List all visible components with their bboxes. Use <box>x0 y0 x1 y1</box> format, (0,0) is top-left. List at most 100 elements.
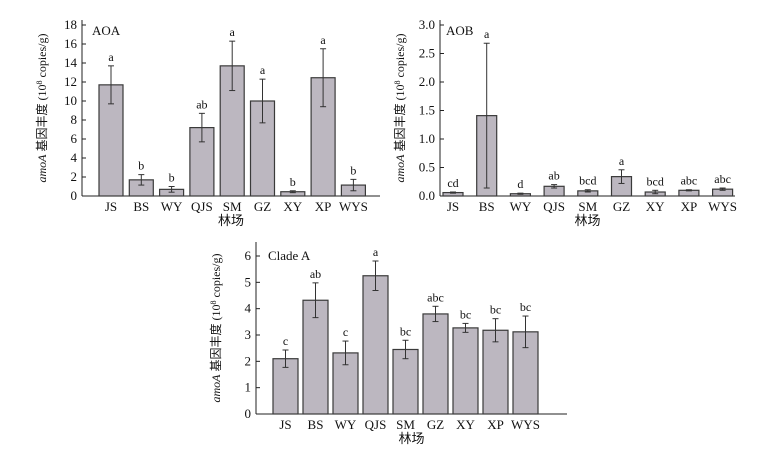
x-tick-label: XP <box>681 199 698 214</box>
y-tick-label: 10 <box>64 93 77 108</box>
x-tick-label: GZ <box>427 417 444 432</box>
chart-panel-clade-a: 0 1 2 3 4 5 6 Clade A c JS ab BS c WY a QJS bc SM abc GZ bc X… <box>208 242 567 446</box>
y-axis-label-part: amoA <box>209 374 223 403</box>
y-tick-label: 1 <box>245 380 252 395</box>
bar-xp <box>482 329 509 415</box>
x-tick-label: BS <box>308 417 324 432</box>
significance-label: a <box>619 154 625 168</box>
y-axis-label-part: amoA <box>35 154 49 183</box>
bar-sm <box>219 65 245 197</box>
y-axis-label: amoA 基因丰度 (108 copies/g) <box>392 34 407 183</box>
significance-label: a <box>260 63 266 77</box>
x-tick-label: XY <box>646 199 665 214</box>
y-axis-label: amoA 基因丰度 (108 copies/g) <box>34 34 49 183</box>
significance-label: ab <box>548 169 559 183</box>
significance-label: c <box>343 325 348 339</box>
y-axis-label-part: 基因丰度 (10 <box>208 305 223 375</box>
y-tick-label: 4 <box>71 150 78 165</box>
significance-label: d <box>517 177 523 191</box>
y-axis-label: amoA 基因丰度 (108 copies/g) <box>208 254 223 403</box>
y-tick-label: 0 <box>71 188 78 203</box>
y-axis-label-part: 基因丰度 (10 <box>392 85 407 155</box>
significance-label: a <box>108 50 114 64</box>
panel-title: Clade A <box>268 248 311 263</box>
x-tick-label: SM <box>223 199 242 214</box>
x-tick-label: QJS <box>191 199 213 214</box>
significance-label: bc <box>490 303 501 317</box>
y-tick-label: 8 <box>71 112 78 127</box>
x-tick-label: QJS <box>543 199 565 214</box>
y-axis-label-part: copies/g) <box>35 34 49 81</box>
x-tick-label: JS <box>447 199 459 214</box>
x-tick-label: WYS <box>339 199 368 214</box>
y-axis-label-part: 8 <box>35 81 44 85</box>
y-tick-label: 6 <box>245 248 252 263</box>
bar-gz <box>422 313 449 415</box>
x-tick-label: QJS <box>365 417 387 432</box>
x-tick-label: BS <box>479 199 495 214</box>
significance-label: a <box>230 25 236 39</box>
x-tick-label: GZ <box>254 199 271 214</box>
y-tick-label: 1.5 <box>419 103 435 118</box>
x-tick-label: WYS <box>708 199 737 214</box>
y-axis-label-part: 基因丰度 (10 <box>34 85 49 155</box>
y-tick-label: 3 <box>245 327 252 342</box>
significance-label: a <box>484 27 490 41</box>
y-tick-label: 18 <box>64 17 77 32</box>
significance-label: bc <box>520 300 531 314</box>
y-tick-label: 4 <box>245 301 252 316</box>
significance-label: abc <box>681 174 698 188</box>
significance-label: bcd <box>579 174 596 188</box>
y-axis-label-part: 8 <box>393 81 402 85</box>
bar-qjs <box>362 275 389 415</box>
x-tick-label: WY <box>161 199 183 214</box>
y-tick-label: 14 <box>64 55 78 70</box>
significance-label: c <box>283 334 288 348</box>
y-tick-label: 16 <box>64 36 78 51</box>
x-tick-label: XP <box>487 417 504 432</box>
significance-label: a <box>373 245 379 259</box>
x-tick-label: XY <box>456 417 475 432</box>
significance-label: bc <box>400 324 411 338</box>
y-axis-label-part: 8 <box>209 301 218 305</box>
x-tick-label: SM <box>396 417 415 432</box>
x-tick-label: GZ <box>613 199 630 214</box>
y-tick-label: 2.5 <box>419 46 435 61</box>
bar-xp <box>310 77 336 197</box>
significance-label: bc <box>460 307 471 321</box>
x-tick-label: BS <box>133 199 149 214</box>
bar-bs <box>302 299 329 415</box>
significance-label: b <box>138 159 144 173</box>
y-tick-label: 0.0 <box>419 188 435 203</box>
y-tick-label: 0.5 <box>419 160 435 175</box>
y-axis-label-part: copies/g) <box>209 254 223 301</box>
y-axis-label-part: amoA <box>393 154 407 183</box>
x-tick-label: WY <box>335 417 357 432</box>
y-tick-label: 6 <box>71 131 78 146</box>
x-axis-label: 林场 <box>218 213 244 228</box>
y-axis-label-part: copies/g) <box>393 34 407 81</box>
x-tick-label: XY <box>283 199 302 214</box>
bar-xy <box>452 327 479 415</box>
x-tick-label: JS <box>279 417 291 432</box>
significance-label: cd <box>447 176 458 190</box>
significance-label: abc <box>714 172 731 186</box>
y-tick-label: 2.0 <box>419 74 435 89</box>
significance-label: b <box>169 171 175 185</box>
significance-label: a <box>320 33 326 47</box>
x-tick-label: XP <box>315 199 332 214</box>
x-tick-label: SM <box>578 199 597 214</box>
significance-label: abc <box>427 290 444 304</box>
x-axis-label: 林场 <box>398 431 424 446</box>
y-tick-label: 3.0 <box>419 17 435 32</box>
y-tick-label: 2 <box>71 169 78 184</box>
bar-js <box>272 358 299 415</box>
y-tick-label: 5 <box>245 274 252 289</box>
chart-panel-aob: 0.0 0.5 1.0 1.5 2.0 2.5 3.0 AOB cd JS a BS d WY ab QJS b… <box>392 17 737 228</box>
y-tick-label: 1.0 <box>419 131 435 146</box>
x-tick-label: JS <box>105 199 117 214</box>
x-axis-label: 林场 <box>574 213 600 228</box>
